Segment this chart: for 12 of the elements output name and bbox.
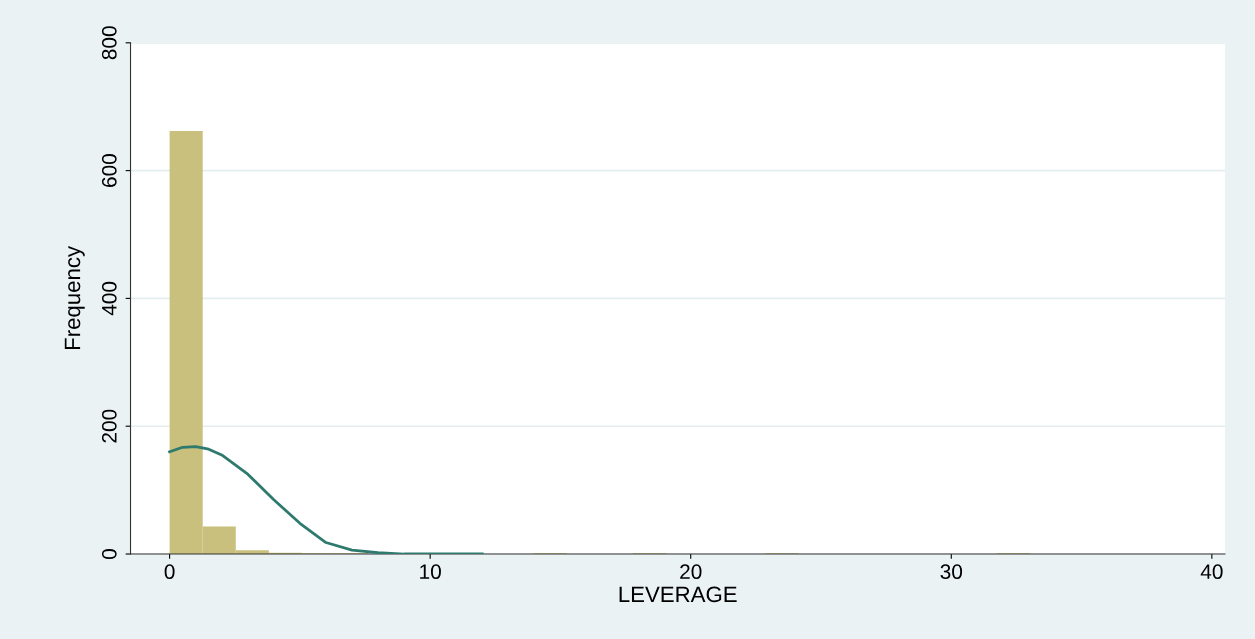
x-tick-label: 40 (1200, 564, 1223, 580)
x-tick-label: 10 (420, 564, 441, 580)
x-tick-label: 20 (680, 564, 702, 580)
x-axis-title: LEVERAGE (619, 586, 737, 603)
y-tick-label: 400 (101, 281, 117, 316)
y-axis-title: Frequency (64, 245, 85, 350)
y-tick-label: 600 (101, 154, 117, 187)
y-tick-label: 800 (101, 26, 117, 60)
x-tick-label: 30 (940, 564, 963, 580)
x-tick-label: 0 (164, 564, 175, 580)
y-tick-label: 0 (101, 549, 117, 559)
y-tick-label: 200 (101, 409, 117, 443)
